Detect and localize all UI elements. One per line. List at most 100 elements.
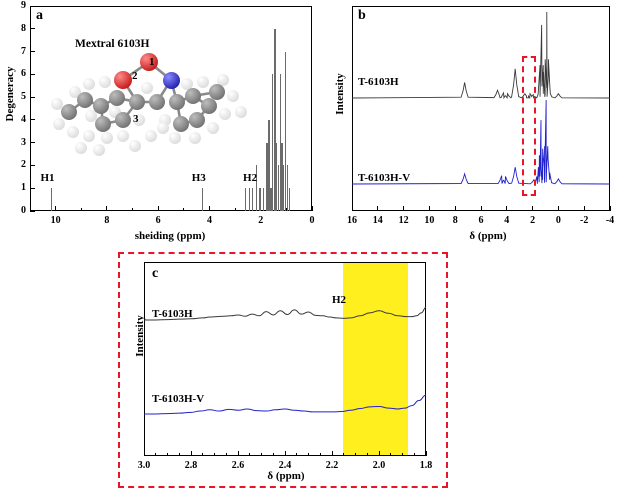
atom-hydrogen (53, 118, 65, 130)
panel-a-stick (274, 28, 276, 211)
panel-c-xtick-minor (167, 453, 168, 456)
panel-a-ytick-label: 7 (21, 45, 26, 57)
atom-carbon (173, 116, 189, 132)
panel-b: b Intensity δ (ppm) 16 14 12 10 8 6 4 2 0 -2 -4 T-… (318, 0, 624, 250)
atom-carbon (61, 104, 77, 120)
panel-c-xtick-minor (296, 453, 298, 456)
panel-b-xtick-label: 2 (530, 215, 536, 226)
panel-c-xtick-minor (319, 453, 321, 456)
panel-a-stick (244, 188, 247, 211)
panel-a-x-axis-title: sheiding (ppm) (134, 230, 206, 242)
panel-a-ytick-label: 8 (21, 22, 26, 34)
panel-c-xtick-minor (214, 453, 215, 456)
panel-a-ytick-label: 6 (21, 68, 26, 80)
panel-b-xtick-label: 10 (424, 215, 435, 226)
atom-hydrogen (219, 108, 231, 120)
panel-b-xtick-label: 12 (398, 215, 409, 226)
panel-b-zoom-region-box (521, 56, 536, 196)
atom-hydrogen (117, 130, 129, 142)
panel-a-xtick-label: 10 (50, 215, 61, 226)
panel-b-xtick (428, 206, 430, 211)
panel-c-spectra (143, 306, 427, 415)
panel-a-xtick-label: 8 (104, 215, 110, 226)
panel-a-ytick-label: 9 (21, 0, 26, 11)
panel-a-ytick (30, 119, 35, 121)
panel-a-stick (50, 188, 52, 211)
panel-a-stick (270, 188, 272, 211)
atom-hydrogen (129, 140, 141, 152)
panel-c-xtick-label: 2.2 (325, 460, 339, 471)
panel-c-trace-label-top: T-6103H (152, 308, 193, 320)
panel-c-xtick-label: 2.8 (184, 460, 198, 471)
panel-b-plot-area (352, 6, 610, 211)
panel-a-xtick (55, 206, 57, 211)
panel-c-xtick-minor (249, 453, 251, 456)
panel-a-ytick (30, 5, 35, 7)
molecule-model: Mextral 6103H 1 2 3 (45, 38, 270, 170)
panel-a-xtick-minor (285, 208, 287, 211)
panel-c-xtick-minor (272, 453, 274, 456)
panel-a-ytick-label: 0 (21, 205, 26, 216)
atom-hydrogen (51, 98, 63, 110)
panel-c-xtick-minor (178, 453, 180, 456)
atom-hydrogen (75, 142, 87, 154)
panel-b-xtick (454, 206, 456, 211)
panel-a-stick (262, 188, 264, 211)
panel-b-xtick-label: 16 (347, 215, 357, 226)
atom-hydrogen (83, 78, 95, 90)
panel-c-xtick-label: 3.0 (137, 460, 151, 471)
molecule-number-3: 3 (133, 113, 139, 125)
panel-c-h2-highlight-band (342, 263, 409, 455)
atom-hydrogen (217, 74, 229, 86)
panel-b-xtick (557, 206, 559, 211)
atom-carbon (149, 94, 165, 110)
panel-a-xtick (208, 206, 210, 211)
atom-hydrogen (157, 122, 169, 134)
panel-c-xtick-minor (343, 453, 345, 456)
panel-c-xtick-minor (413, 453, 415, 456)
panel-a-plot-area (30, 6, 312, 211)
atom-carbon (95, 116, 111, 132)
atom-carbon (77, 92, 93, 108)
panel-c-trace-label-bottom: T-6103H-V (152, 393, 205, 405)
atom-hydrogen (145, 130, 157, 142)
atom-carbon (129, 94, 145, 110)
atom-carbon (169, 94, 185, 110)
molecule-number-2: 2 (132, 70, 138, 82)
panel-a-ytick (30, 51, 35, 53)
atom-hydrogen (133, 114, 145, 126)
panel-c-letter: c (152, 266, 159, 281)
panel-b-trace-label-bottom: T-6103H-V (358, 172, 411, 184)
atom-oxygen (140, 53, 158, 71)
atom-hydrogen (197, 76, 209, 88)
panel-b-xtick-label: -2 (580, 215, 589, 226)
panel-c-xtick (284, 451, 286, 456)
panel-a-xtick (311, 206, 313, 211)
panel-c-xtick-label: 2.4 (278, 460, 292, 471)
panel-a-stick (266, 142, 268, 211)
molecule-title: Mextral 6103H (75, 38, 150, 50)
panel-a-stick (281, 142, 283, 211)
panel-b-spectra (351, 11, 611, 185)
panel-a-ytick (30, 96, 35, 98)
atom-oxygen (114, 71, 132, 89)
panel-c-xtick-minor (355, 453, 356, 456)
panel-c: c Intensity δ (ppm) 3.0 2.8 2.6 2.4 2.2 2.0 1.… (116, 248, 450, 490)
panel-c-xtick (143, 451, 145, 456)
panel-c-xtick-label: 2.6 (231, 460, 245, 471)
panel-a-stick (286, 165, 289, 211)
atom-hydrogen (207, 122, 219, 134)
panel-c-x-axis-title: δ (ppm) (267, 470, 305, 482)
panel-a-letter: a (36, 8, 43, 23)
panel-a-stick (283, 165, 285, 211)
panel-a-stick (252, 188, 254, 211)
panel-a-ytick-label: 2 (21, 159, 26, 171)
atom-carbon (115, 112, 131, 128)
panel-a-stick (288, 188, 291, 211)
atom-nitrogen (162, 71, 180, 89)
atom-hydrogen (85, 110, 97, 122)
panel-a-stick (249, 188, 251, 211)
panel-b-xtick (532, 206, 534, 211)
panel-c-xtick-minor (402, 453, 403, 456)
panel-a-xtick-minor (183, 208, 185, 211)
